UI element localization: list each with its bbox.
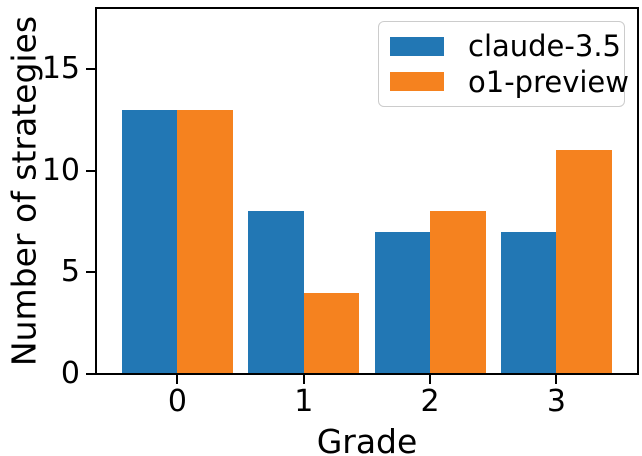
y-tick <box>86 373 95 375</box>
y-tick-label: 15 <box>41 51 80 86</box>
x-tick <box>429 375 432 384</box>
y-tick-label: 5 <box>60 254 80 290</box>
legend-item: o1-preview <box>390 67 629 97</box>
x-tick-label: 0 <box>167 384 187 419</box>
x-tick-label: 1 <box>294 384 314 419</box>
y-tick <box>86 169 95 172</box>
y-tick-label: 0 <box>60 356 80 391</box>
bar-claude-3.5-grade-0 <box>121 109 178 374</box>
y-tick <box>86 271 95 274</box>
bar-o1-preview-grade-0 <box>177 109 233 374</box>
plot-area <box>96 8 638 374</box>
x-tick <box>176 375 179 384</box>
bar-o1-preview-grade-3 <box>556 150 612 374</box>
bar-claude-3.5-grade-1 <box>248 211 304 374</box>
x-tick <box>302 375 305 384</box>
y-tick <box>86 68 95 70</box>
x-tick <box>555 375 558 384</box>
x-tick-label: 3 <box>546 384 566 419</box>
bar-claude-3.5-grade-2 <box>374 231 431 374</box>
x-axis-label: Grade <box>316 422 418 456</box>
legend-swatch-0 <box>390 36 444 56</box>
y-tick-label: 10 <box>41 152 80 188</box>
bar-o1-preview-grade-2 <box>430 211 486 374</box>
legend-swatch-1 <box>390 72 444 92</box>
bar-claude-3.5-grade-3 <box>500 231 557 374</box>
bar-o1-preview-grade-1 <box>303 292 360 374</box>
x-tick-label: 2 <box>420 384 440 419</box>
legend-label: claude-3.5 <box>468 29 621 64</box>
legend-item: claude-3.5 <box>390 31 621 61</box>
legend-label: o1-preview <box>468 64 629 99</box>
legend: claude-3.5 o1-preview <box>378 21 629 107</box>
